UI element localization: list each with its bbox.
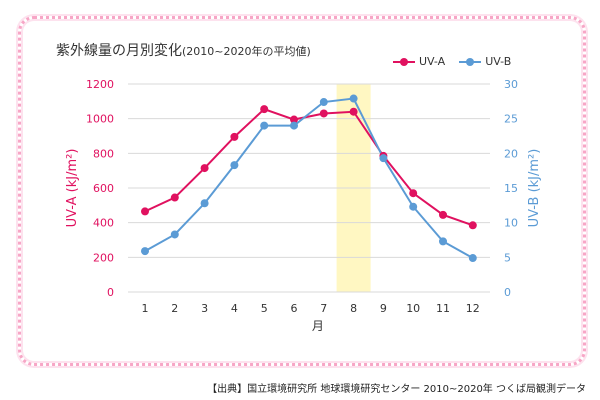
- chart-title: 紫外線量の月別変化(2010~2020年の平均値): [56, 40, 311, 60]
- y2-tick-label: 0: [504, 286, 511, 299]
- data-point-uva: [319, 109, 328, 118]
- x-tick-label: 8: [350, 302, 357, 315]
- x-tick-label: 9: [380, 302, 387, 315]
- legend-label-uva: UV-A: [419, 55, 446, 68]
- x-tick-label: 6: [291, 302, 298, 315]
- x-tick-label: 4: [231, 302, 238, 315]
- data-point-uva: [349, 107, 358, 116]
- chart-frame: [18, 16, 586, 366]
- data-point-uva: [260, 105, 269, 114]
- x-tick-label: 11: [436, 302, 450, 315]
- source-note: 【出典】国立環境研究所 地球環境研究センター 2010~2020年 つくば局観測…: [207, 384, 586, 395]
- data-point-uva: [141, 207, 149, 216]
- data-point-uva: [230, 132, 239, 141]
- y-axis-label: UV-A (kJ/m²): [65, 149, 80, 228]
- x-tick-label: 12: [466, 302, 480, 315]
- series-line-uva: [144, 107, 474, 227]
- data-point-uva: [409, 189, 418, 198]
- data-point-uvb: [319, 98, 328, 107]
- series-line-uvb: [144, 97, 474, 259]
- legend-label-uvb: UV-B: [485, 55, 512, 68]
- y-tick-label: 200: [93, 251, 114, 264]
- data-point-uvb: [468, 254, 477, 263]
- chart-title-main: 紫外線量の月別変化: [56, 43, 182, 59]
- y-tick-label: 800: [93, 147, 114, 160]
- x-tick-label: 7: [320, 302, 327, 315]
- y2-tick-label: 5: [504, 251, 511, 264]
- x-tick-label: 1: [142, 302, 149, 315]
- chart-title-sub: (2010~2020年の平均値): [182, 45, 311, 58]
- x-tick-label: 3: [201, 302, 208, 315]
- x-axis-label: 月: [312, 319, 324, 333]
- data-point-uvb: [200, 199, 209, 208]
- x-tick-label: 2: [171, 302, 178, 315]
- chart-legend: UV-A UV-B: [393, 55, 511, 68]
- data-point-uvb: [349, 94, 358, 103]
- data-point-uvb: [230, 161, 239, 170]
- legend-swatch-uvb: [459, 57, 482, 67]
- y-tick-label: 600: [93, 182, 114, 195]
- legend-swatch-uva: [393, 57, 415, 67]
- data-point-uva: [290, 115, 298, 124]
- y2-tick-label: 30: [504, 78, 518, 91]
- y-tick-label: 1000: [86, 113, 114, 126]
- y2-tick-label: 10: [504, 217, 518, 230]
- y-tick-label: 1200: [86, 78, 114, 91]
- data-point-uvb: [439, 237, 447, 246]
- data-point-uva: [170, 193, 179, 202]
- data-point-uvb: [379, 154, 388, 163]
- data-point-uvb: [409, 202, 418, 211]
- y2-tick-label: 20: [504, 147, 518, 160]
- data-point-uvb: [290, 121, 298, 130]
- y-tick-label: 0: [107, 286, 114, 299]
- legend-item-uva: UV-A: [393, 55, 445, 68]
- data-point-uvb: [141, 247, 149, 256]
- legend-item-uvb: UV-B: [459, 55, 511, 68]
- y2-axis-label: UV-B (kJ/m²): [527, 149, 542, 228]
- data-point-uva: [200, 164, 209, 173]
- x-tick-label: 10: [406, 302, 420, 315]
- y2-tick-label: 25: [504, 113, 518, 126]
- data-point-uva: [439, 210, 447, 219]
- data-point-uvb: [260, 121, 269, 130]
- x-tick-label: 5: [261, 302, 268, 315]
- data-point-uvb: [170, 230, 179, 239]
- data-point-uva: [468, 221, 477, 230]
- y2-tick-label: 15: [504, 182, 518, 195]
- y-tick-label: 400: [93, 217, 114, 230]
